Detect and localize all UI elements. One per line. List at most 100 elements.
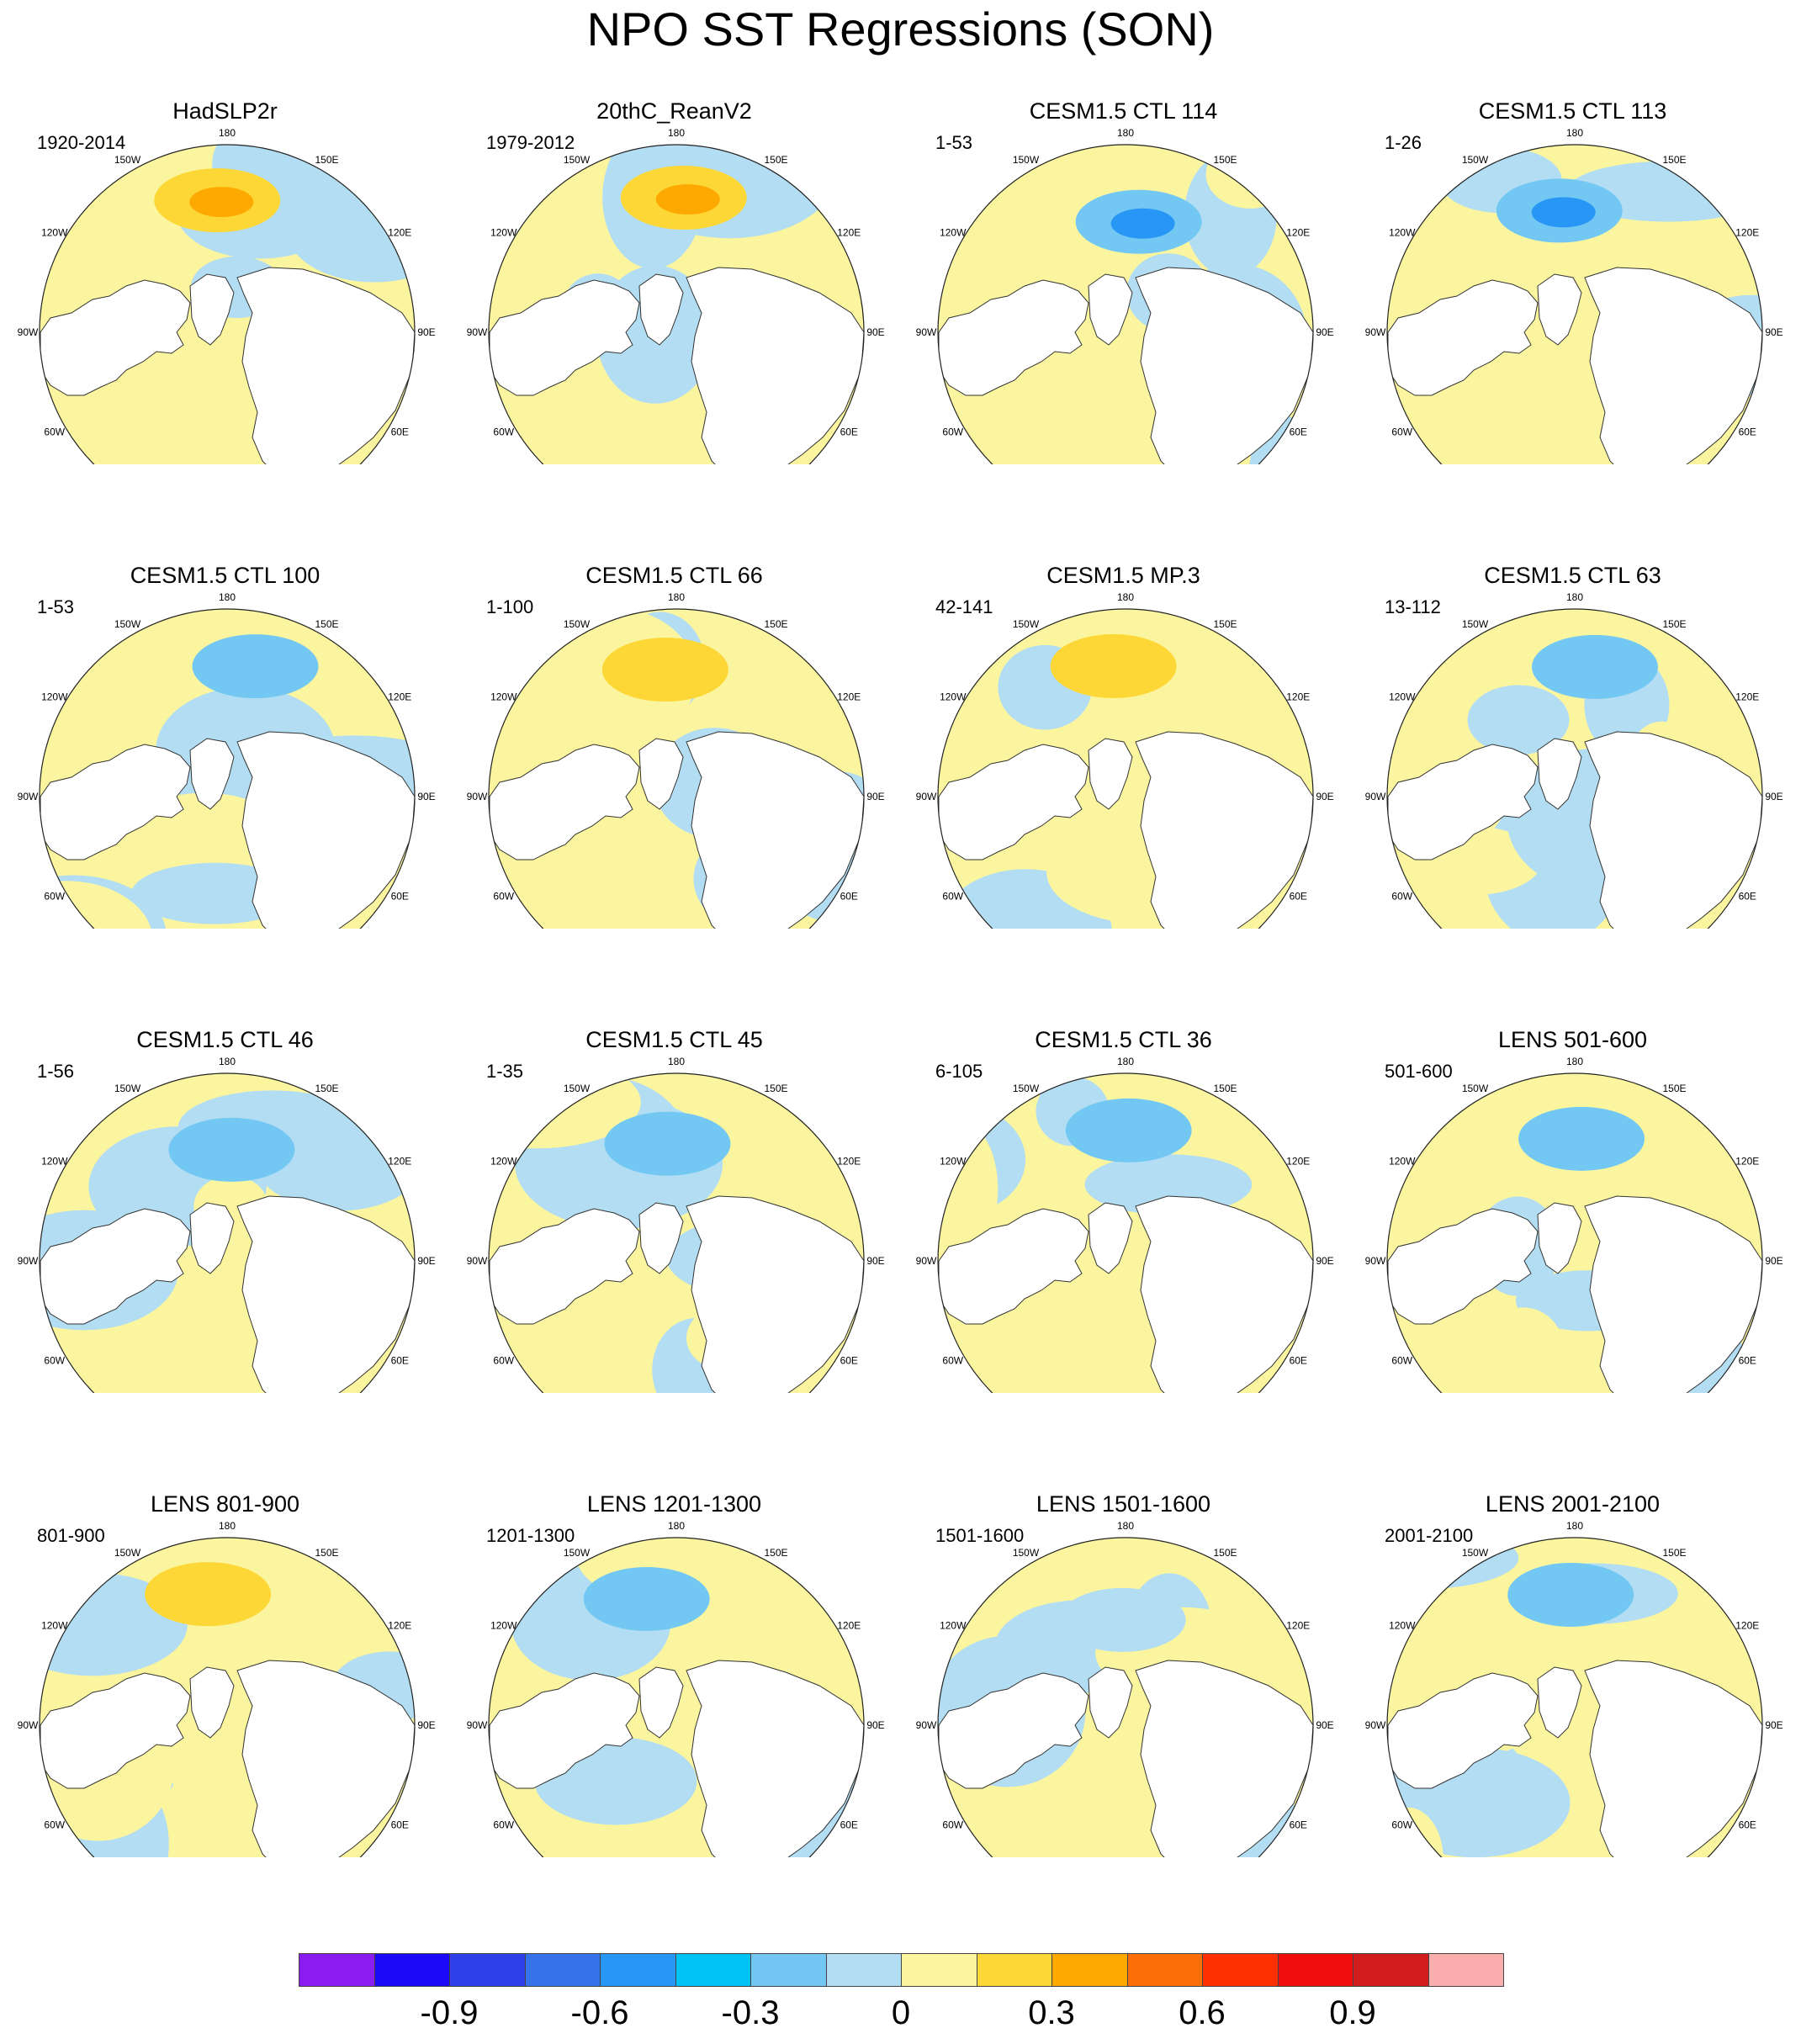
longitude-label: 60E — [1290, 891, 1307, 903]
longitude-label: 60W — [942, 891, 963, 903]
map-boundary — [39, 1537, 416, 1857]
longitude-label: 90E — [866, 1255, 884, 1267]
longitude-label: 150E — [764, 154, 787, 166]
longitude-label: 90E — [1316, 326, 1333, 338]
polar-map: 180150E120E90E60E30E030W60W90W120W150W — [916, 1056, 1334, 1393]
longitude-label: 150E — [315, 154, 338, 166]
longitude-label: 150W — [564, 1083, 591, 1094]
longitude-label: 90W — [467, 791, 488, 802]
polar-map: 180150E120E90E60E30E030W60W90W120W150W — [18, 1520, 436, 1857]
land-outline — [40, 744, 191, 860]
longitude-label: 150W — [1462, 618, 1489, 630]
map-panel: 180150E120E90E60E30E030W60W90W120W150WCE… — [898, 0, 1348, 464]
map-boundary — [488, 1537, 865, 1857]
longitude-label: 180 — [1117, 127, 1134, 139]
panel-period: 1-35 — [486, 1061, 524, 1082]
colorbar-box — [675, 1953, 751, 1987]
longitude-label: 90E — [1765, 1719, 1782, 1731]
longitude-label: 60E — [1739, 1819, 1756, 1831]
panel-title: LENS 1501-1600 — [1036, 1491, 1211, 1517]
map-panel: 180150E120E90E60E30E030W60W90W120W150WHa… — [0, 0, 450, 464]
land-outline — [489, 1208, 640, 1325]
longitude-label: 90E — [417, 326, 435, 338]
longitude-label: 120E — [1286, 1156, 1310, 1168]
longitude-label: 180 — [219, 591, 236, 603]
longitude-label: 90W — [1365, 326, 1386, 338]
longitude-label: 150E — [1662, 154, 1686, 166]
map-panel: 180150E120E90E60E30E030W60W90W120W150WCE… — [898, 929, 1348, 1393]
land-outline — [686, 267, 864, 464]
polar-map: 180150E120E90E60E30E030W60W90W120W150W — [1365, 1056, 1783, 1393]
map-boundary — [39, 1072, 416, 1393]
longitude-label: 90W — [18, 1719, 39, 1731]
longitude-label: 120W — [940, 227, 967, 239]
sst-shading — [1387, 609, 1762, 929]
longitude-label: 150W — [1013, 154, 1040, 166]
land-outline — [938, 279, 1089, 396]
longitude-label: 60E — [840, 1819, 858, 1831]
sst-shading — [40, 1073, 415, 1393]
panel-period: 1201-1300 — [486, 1525, 575, 1546]
land-outline — [686, 731, 864, 929]
longitude-label: 120W — [490, 227, 517, 239]
sst-shading — [1387, 145, 1762, 464]
longitude-label: 120E — [1735, 1620, 1759, 1632]
longitude-label: 60E — [1290, 1355, 1307, 1367]
longitude-label: 180 — [1566, 1056, 1583, 1067]
longitude-label: 120W — [490, 691, 517, 703]
land-outline — [1088, 1666, 1133, 1739]
land-outline — [638, 1202, 684, 1274]
longitude-label: 180 — [1566, 1520, 1583, 1532]
longitude-label: 120W — [41, 227, 68, 239]
longitude-label: 60E — [840, 426, 858, 438]
panel-period: 1-53 — [37, 596, 75, 617]
map-panel: 180150E120E90E60E30E030W60W90W120W150WCE… — [449, 929, 899, 1393]
longitude-label: 150E — [1662, 1083, 1686, 1094]
land-outline — [1387, 1672, 1539, 1789]
polar-map: 180150E120E90E60E30E030W60W90W120W150W — [916, 127, 1334, 464]
longitude-label: 150W — [114, 1547, 141, 1559]
longitude-label: 120W — [490, 1156, 517, 1168]
longitude-label: 90W — [18, 791, 39, 802]
longitude-label: 90E — [866, 326, 884, 338]
longitude-label: 60W — [493, 426, 514, 438]
longitude-label: 150E — [764, 1547, 787, 1559]
sst-shading — [489, 1538, 864, 1857]
map-boundary — [488, 1072, 865, 1393]
map-boundary — [488, 608, 865, 929]
longitude-label: 120E — [837, 691, 861, 703]
longitude-label: 180 — [219, 127, 236, 139]
map-panel: 180150E120E90E60E30E030W60W90W120W150WLE… — [449, 1393, 899, 1857]
panel-period: 801-900 — [37, 1525, 105, 1546]
longitude-label: 60E — [391, 891, 409, 903]
colorbar-box — [524, 1953, 601, 1987]
longitude-label: 90E — [1765, 791, 1782, 802]
longitude-label: 90W — [1365, 1255, 1386, 1267]
longitude-label: 150W — [1013, 1083, 1040, 1094]
longitude-label: 60W — [1391, 1355, 1412, 1367]
colorbar-box — [600, 1953, 676, 1987]
longitude-label: 120E — [388, 1156, 411, 1168]
map-panel: 180150E120E90E60E30E030W60W90W120W150WLE… — [898, 1393, 1348, 1857]
longitude-label: 90E — [1765, 326, 1782, 338]
land-outline — [638, 273, 684, 346]
longitude-label: 120W — [940, 1156, 967, 1168]
colorbar-box — [1202, 1953, 1279, 1987]
polar-map: 180150E120E90E60E30E030W60W90W120W150W — [1365, 127, 1783, 464]
map-boundary — [39, 608, 416, 929]
land-outline — [1584, 1660, 1762, 1857]
map-boundary — [1386, 1072, 1763, 1393]
map-boundary — [937, 1072, 1314, 1393]
longitude-label: 150E — [315, 1083, 338, 1094]
map-boundary — [39, 144, 416, 464]
longitude-label: 120W — [41, 1620, 68, 1632]
panel-title: 20thC_ReanV2 — [596, 98, 752, 124]
longitude-label: 90E — [866, 1719, 884, 1731]
map-panel: 180150E120E90E60E30E030W60W90W120W150WCE… — [0, 464, 450, 929]
colorbar-box — [1428, 1953, 1504, 1987]
land-outline — [1088, 738, 1133, 810]
colorbar-tick-label: -0.6 — [570, 1994, 629, 2031]
longitude-label: 90W — [467, 1719, 488, 1731]
longitude-label: 60W — [1391, 1819, 1412, 1831]
panel-title: CESM1.5 CTL 114 — [1029, 98, 1218, 124]
